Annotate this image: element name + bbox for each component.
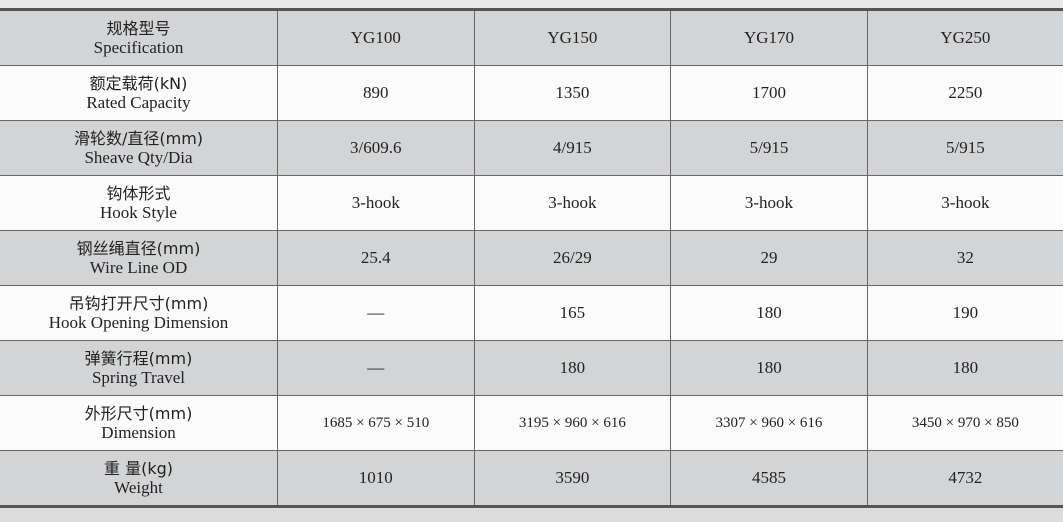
label-en: Weight xyxy=(114,478,163,497)
table-row: 钢丝绳直径(mm) Wire Line OD 25.4 26/29 29 32 xyxy=(0,230,1063,286)
row-label: 额定载荷(kN) Rated Capacity xyxy=(0,65,278,121)
label-en: Dimension xyxy=(101,423,176,442)
label-en: Rated Capacity xyxy=(86,93,191,112)
cell-value: 165 xyxy=(473,285,672,341)
row-label: 滑轮数/直径(mm) Sheave Qty/Dia xyxy=(0,120,278,176)
label-zh: 外形尺寸(mm) xyxy=(84,404,193,423)
label-zh: 额定载荷(kN) xyxy=(89,74,188,93)
row-label: 钩体形式 Hook Style xyxy=(0,175,278,231)
label-en: Specification xyxy=(93,38,184,57)
row-label: 钢丝绳直径(mm) Wire Line OD xyxy=(0,230,278,286)
row-label: 弹簧行程(mm) Spring Travel xyxy=(0,340,278,396)
cell-value: 1700 xyxy=(670,65,868,121)
label-zh: 钩体形式 xyxy=(106,184,171,203)
table-row: 弹簧行程(mm) Spring Travel —180 180 180 xyxy=(0,340,1063,396)
label-zh: 吊钩打开尺寸(mm) xyxy=(68,294,209,313)
cell-value: 2250 xyxy=(866,65,1063,121)
cell-value: — xyxy=(277,285,475,341)
cell-value: 3-hook xyxy=(670,175,868,231)
cell-value: 890 xyxy=(277,65,475,121)
cell-value: 3590 xyxy=(473,450,672,507)
model-header: YG100 xyxy=(277,9,475,66)
cell-value: 25.4 xyxy=(277,230,475,286)
label-en: Wire Line OD xyxy=(89,258,188,277)
label-en: Hook Opening Dimension xyxy=(48,313,229,332)
cell-value: 3195 × 960 × 616 xyxy=(473,395,672,451)
header-label: 规格型号 Specification xyxy=(0,9,278,66)
cell-value: 5/915 xyxy=(670,120,868,176)
cell-value: 29 xyxy=(670,230,868,286)
table-row: 吊钩打开尺寸(mm) Hook Opening Dimension —165 180 1… xyxy=(0,285,1063,341)
cell-value: — xyxy=(277,340,475,396)
cell-value: 180 xyxy=(473,340,672,396)
row-label: 重 量(kg) Weight xyxy=(0,450,278,507)
label-en: Hook Style xyxy=(100,203,177,222)
spec-table: 规格型号 Specification YG100 YG150 YG170 YG25… xyxy=(0,8,1063,508)
label-zh: 重 量(kg) xyxy=(104,459,173,478)
cell-value: 5/915 xyxy=(866,120,1063,176)
label-zh: 弹簧行程(mm) xyxy=(84,349,193,368)
cell-value: 1685 × 675 × 510 xyxy=(277,395,475,451)
table-row: 重 量(kg) Weight 1010 3590 4585 4732 xyxy=(0,450,1063,507)
row-label: 外形尺寸(mm) Dimension xyxy=(0,395,278,451)
label-en: Sheave Qty/Dia xyxy=(84,148,193,167)
cell-value: 3/609.6 xyxy=(277,120,475,176)
cell-value: 4/915 xyxy=(473,120,672,176)
label-zh: 规格型号 xyxy=(106,19,171,38)
model-header: YG170 xyxy=(670,9,868,66)
cell-value: 180 xyxy=(670,340,868,396)
table-row: 额定载荷(kN) Rated Capacity 890 1350 1700 2250 xyxy=(0,65,1063,121)
cell-value: 180 xyxy=(670,285,868,341)
table-row: 外形尺寸(mm) Dimension 1685 × 675 × 510 3195 × … xyxy=(0,395,1063,451)
cell-value: 3-hook xyxy=(473,175,672,231)
cell-value: 180 xyxy=(866,340,1063,396)
cell-value: 26/29 xyxy=(473,230,672,286)
cell-value: 4732 xyxy=(866,450,1063,507)
table-row: 滑轮数/直径(mm) Sheave Qty/Dia 3/609.6 4/915 5/91… xyxy=(0,120,1063,176)
cell-value: 3-hook xyxy=(866,175,1063,231)
row-label: 吊钩打开尺寸(mm) Hook Opening Dimension xyxy=(0,285,278,341)
cell-value: 1010 xyxy=(277,450,475,507)
header-row: 规格型号 Specification YG100 YG150 YG170 YG25… xyxy=(0,9,1063,66)
cell-value: 3307 × 960 × 616 xyxy=(670,395,868,451)
model-header: YG250 xyxy=(866,9,1063,66)
cell-value: 4585 xyxy=(670,450,868,507)
cell-value: 190 xyxy=(866,285,1063,341)
cell-value: 1350 xyxy=(473,65,672,121)
label-zh: 滑轮数/直径(mm) xyxy=(73,129,204,148)
label-en: Spring Travel xyxy=(91,368,186,387)
label-zh: 钢丝绳直径(mm) xyxy=(76,239,201,258)
model-header: YG150 xyxy=(473,9,672,66)
cell-value: 3-hook xyxy=(277,175,475,231)
table-row: 钩体形式 Hook Style 3-hook 3-hook 3-hook 3-hook xyxy=(0,175,1063,231)
cell-value: 32 xyxy=(866,230,1063,286)
cell-value: 3450 × 970 × 850 xyxy=(866,395,1063,451)
